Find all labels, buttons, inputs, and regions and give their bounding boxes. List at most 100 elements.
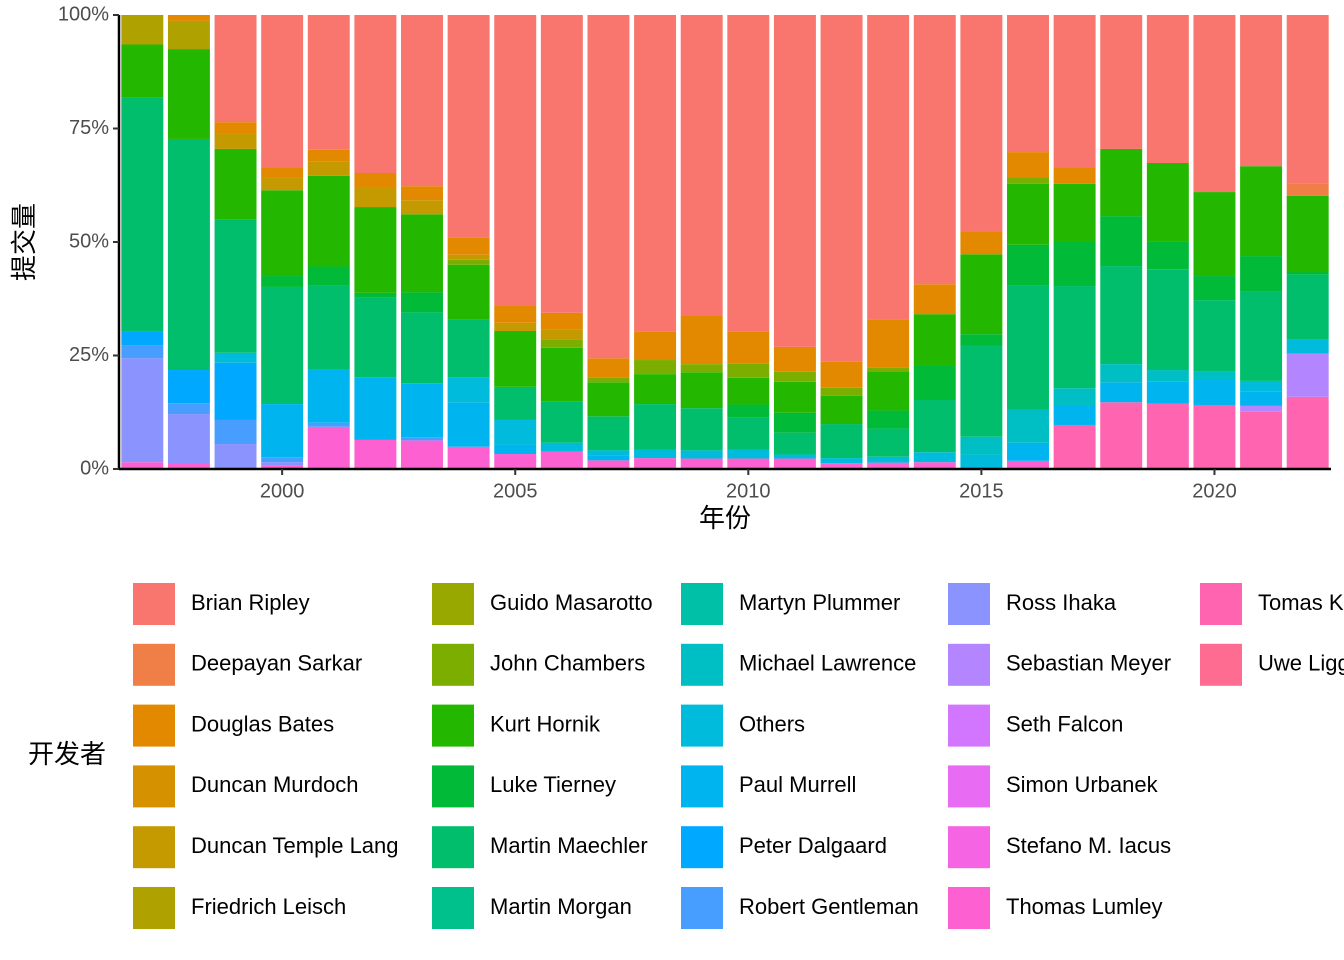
bar-segment [354, 172, 397, 188]
bar-segment [307, 175, 350, 267]
bar-segment [913, 462, 956, 469]
bar-segment [540, 451, 583, 469]
legend-title: 开发者 [28, 739, 106, 769]
bar-segment [1240, 380, 1283, 392]
legend-label: Thomas Lumley [1006, 894, 1163, 919]
bar-segment [727, 458, 770, 469]
bar-segment [261, 177, 304, 191]
bar-segment [214, 133, 257, 149]
bar-segment [1053, 404, 1096, 425]
legend-key [432, 887, 474, 929]
bar-segment [773, 371, 816, 382]
bar-segment [867, 456, 910, 463]
bar-segment [867, 319, 910, 368]
bar-segment [867, 462, 910, 469]
bar-segment [1286, 271, 1329, 275]
bar-segment [261, 286, 304, 405]
bar-segment [1286, 339, 1329, 354]
legend-key [681, 583, 723, 625]
bar-segment [960, 15, 1003, 232]
bar-segment [1193, 15, 1236, 193]
bar-segment [634, 374, 677, 405]
bar-segment [1100, 266, 1143, 365]
y-tick-label: 0% [80, 457, 109, 479]
bar-segment [727, 15, 770, 332]
legend-key [681, 643, 723, 686]
legend-key [681, 765, 723, 808]
bar-segment [634, 449, 677, 459]
legend-label: Uwe Ligges [1258, 651, 1344, 676]
bar-segment [587, 455, 630, 461]
legend-label: Michael Lawrence [739, 651, 916, 676]
bar-segment [540, 329, 583, 340]
legend-key [133, 643, 175, 686]
bar-segment [307, 285, 350, 370]
bar-segment [773, 412, 816, 433]
legend-label: Deepayan Sarkar [191, 651, 362, 676]
bar-segment [867, 410, 910, 429]
legend-label: Douglas Bates [191, 711, 334, 736]
legend-label: Peter Dalgaard [739, 833, 887, 858]
bar-segment [773, 15, 816, 347]
bar-segment [1007, 177, 1049, 184]
legend-label: Martin Morgan [490, 894, 632, 919]
legend-label: Others [739, 711, 805, 736]
bar-segment [587, 358, 630, 378]
bar-segment [1240, 256, 1283, 292]
bar-segment [1193, 276, 1236, 301]
bar-segment [1007, 183, 1049, 245]
bar-segment [1286, 396, 1329, 469]
legend-label: Brian Ripley [191, 590, 310, 615]
legend-key [133, 583, 175, 625]
bar-segment [494, 322, 537, 331]
bar-segment [1240, 411, 1283, 469]
legend-label: Friedrich Leisch [191, 894, 346, 919]
bar-segment [1053, 15, 1096, 168]
bar-segment [447, 254, 490, 260]
bar-segment [214, 148, 257, 220]
bar-segment [447, 319, 490, 378]
y-tick-label: 100% [58, 3, 109, 25]
bar-segment [820, 463, 863, 469]
bar-segment [960, 231, 1003, 255]
legend-label: Guido Masarotto [490, 590, 653, 615]
legend-key [432, 704, 474, 747]
bar-segment [261, 15, 304, 168]
bar-segment [1007, 442, 1049, 461]
bar-segment [354, 207, 397, 293]
bar-segment [1007, 244, 1049, 286]
bar-segment [261, 462, 304, 466]
bar-segment [167, 464, 210, 469]
bar-segment [447, 259, 490, 265]
bar-segment [1286, 15, 1329, 184]
bar-segment [121, 15, 164, 45]
legend-key [948, 765, 990, 808]
legend-key [432, 826, 474, 869]
bar-segment [1146, 163, 1189, 242]
bar-segment [401, 15, 443, 187]
bar-segment [820, 458, 863, 464]
bar-segment [913, 15, 956, 285]
bar-segment [1100, 15, 1143, 149]
legend-key [432, 643, 474, 686]
bar-segment [494, 306, 537, 323]
bar-segment [1007, 409, 1049, 443]
bar-segment [913, 314, 956, 366]
bar-segment [494, 386, 537, 420]
bar-segment [121, 345, 164, 359]
bar-segment [1240, 391, 1283, 406]
legend-key [1200, 583, 1242, 625]
bar-segment [680, 458, 723, 469]
bar-segment [540, 312, 583, 330]
bar-segment [1286, 274, 1329, 340]
x-tick-label: 2010 [726, 480, 771, 502]
bar-segment [494, 419, 537, 445]
legend-key [1200, 643, 1242, 686]
bar-segment [820, 395, 863, 425]
bar-segment [1100, 148, 1143, 217]
bar-segment [214, 419, 257, 445]
bar-segment [1193, 300, 1236, 372]
bar-segment [727, 331, 770, 364]
bar-segment [354, 292, 397, 298]
legend-key [432, 583, 474, 625]
